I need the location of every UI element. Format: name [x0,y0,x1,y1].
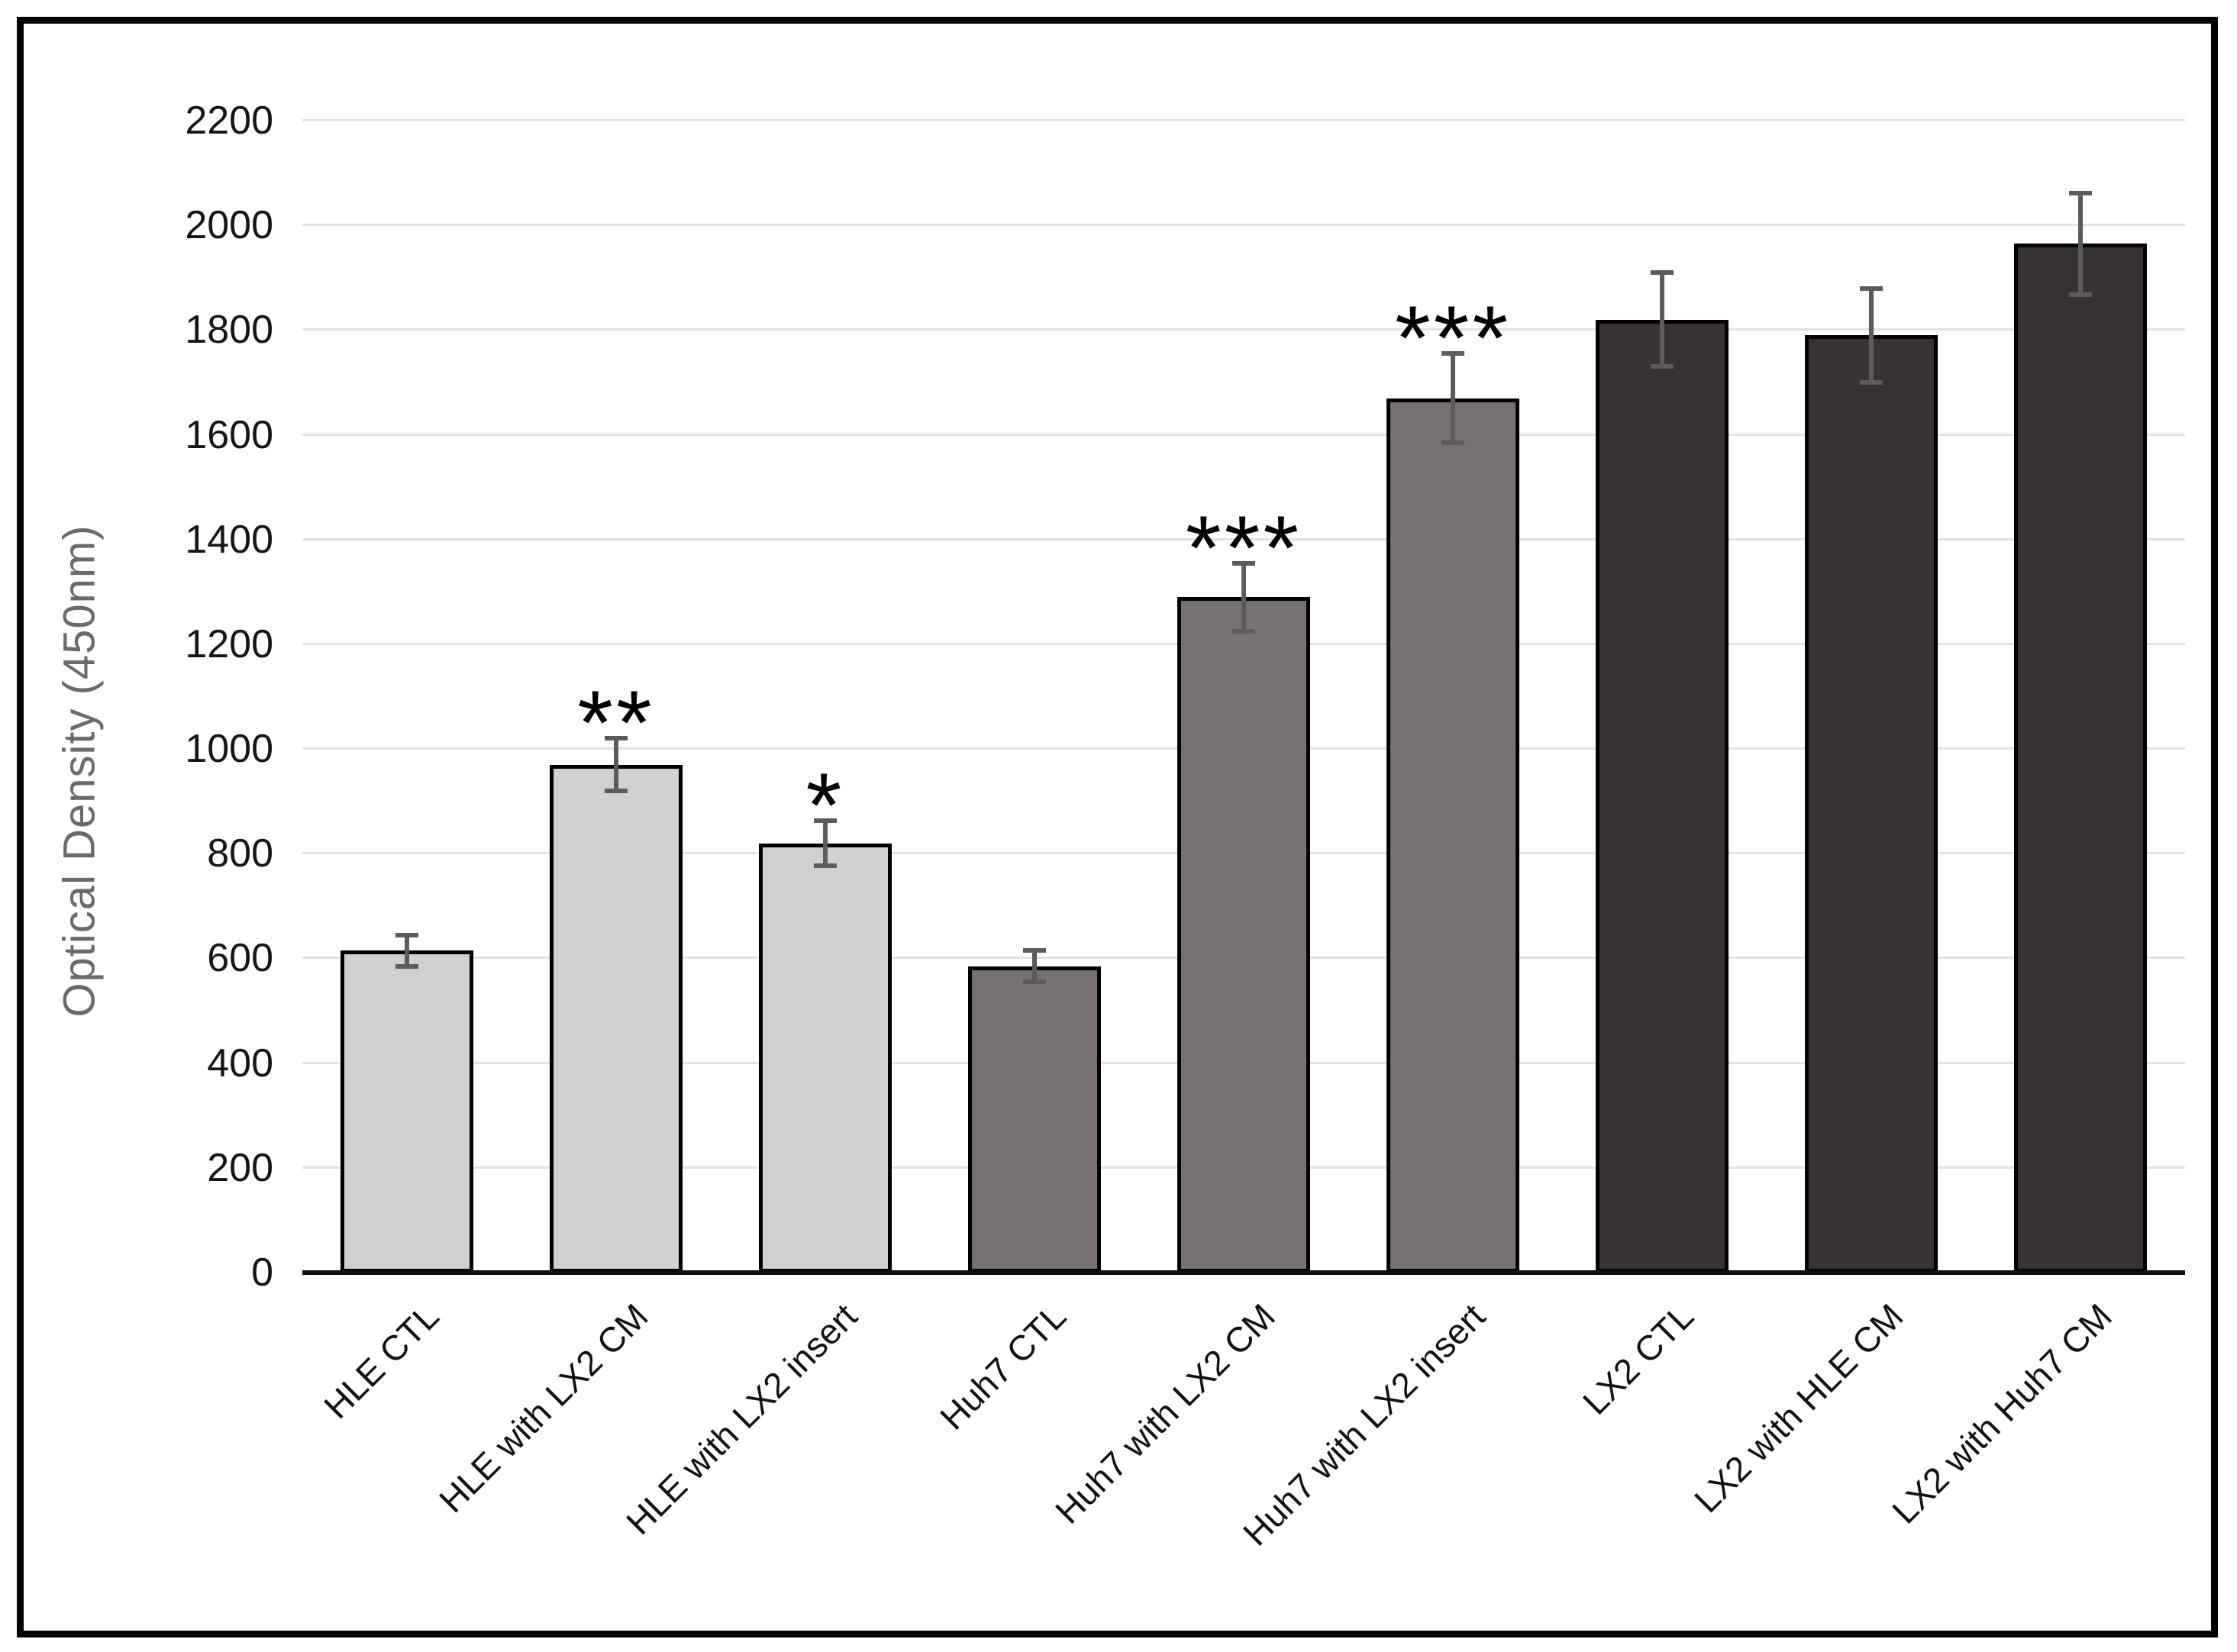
error-bar [1450,353,1455,443]
chart-area: 0 200 400 600 800 1000 1200 1400 1600 1800 2000 220… [185,98,2185,1554]
category-slot: LX2 with HLE CM [1687,121,1976,1520]
y-tick-label: 2200 [185,98,273,143]
y-tick-label: 1200 [185,621,273,666]
error-bar-cap [2068,190,2092,195]
category-slot: *** Huh7 with LX2 insert [1235,121,1558,1554]
error-bar-cap [1022,979,1046,985]
error-bar-cap [1441,440,1464,445]
error-bar [1031,950,1037,982]
bar [2013,244,2147,1273]
error-bar-cap [1022,948,1046,953]
significance-stars: ** [577,672,655,775]
category-slot: ** HLE with LX2 CM [431,121,721,1520]
y-tick-label: 800 [207,831,273,876]
error-bar [822,821,828,866]
error-bar [613,738,618,791]
error-bar-cap [395,963,418,969]
error-bar-cap [395,932,418,937]
y-tick-label: 1000 [185,727,273,772]
y-tick-label: 600 [207,936,273,981]
error-bar-cap [1859,379,1883,385]
error-bar-cap [1231,560,1255,566]
significance-stars: * [805,754,845,857]
gridline [302,537,2185,540]
gridline [302,119,2185,121]
y-tick-label: 0 [251,1250,273,1295]
category-slot: Huh7 CTL [930,121,1139,1437]
y-tick-label: 1800 [185,308,273,353]
y-tick-label: 1400 [185,517,273,562]
error-bar-cap [1859,286,1883,291]
error-bar [1241,563,1246,631]
error-bar [1659,272,1664,367]
error-bar-cap [813,818,837,824]
y-tick-label: 2000 [185,203,273,248]
bar [758,843,892,1273]
error-bar-cap [1231,628,1255,634]
x-axis-line [302,1270,2185,1275]
error-bar-cap [604,788,628,793]
error-bar [404,934,409,966]
y-tick-label: 400 [207,1041,273,1086]
error-bar-cap [604,736,628,741]
gridline [302,224,2185,227]
error-bar-cap [1441,351,1464,357]
bar [1595,319,1729,1273]
category-slot: LX2 with Huh7 CM [1885,121,2185,1531]
category-slot: * HLE with LX2 insert [618,121,930,1542]
significance-stars: *** [1394,287,1512,390]
error-bar [1868,288,1874,382]
gridline [302,433,2185,436]
error-bar-cap [2068,292,2092,297]
figure-border [17,17,2218,1637]
error-bar [2077,192,2083,295]
error-bar-cap [1650,269,1674,275]
error-bar-cap [1650,364,1674,369]
gridline [302,328,2185,331]
bar [1177,597,1310,1273]
bar [1804,335,1938,1273]
category-slot: *** Huh7 with LX2 CM [1048,121,1348,1531]
category-slot: HLE CTL [302,121,512,1426]
y-tick-label: 200 [207,1145,273,1190]
bar [967,966,1101,1273]
bar [1386,398,1519,1273]
error-bar-cap [813,863,837,869]
bar [340,950,473,1273]
y-tick-label: 1600 [185,412,273,457]
bar [549,764,683,1273]
significance-stars: *** [1185,496,1302,599]
category-slot: LX2 CTL [1558,121,1767,1422]
y-axis-title: Optical Density (450nm) [54,524,105,1018]
